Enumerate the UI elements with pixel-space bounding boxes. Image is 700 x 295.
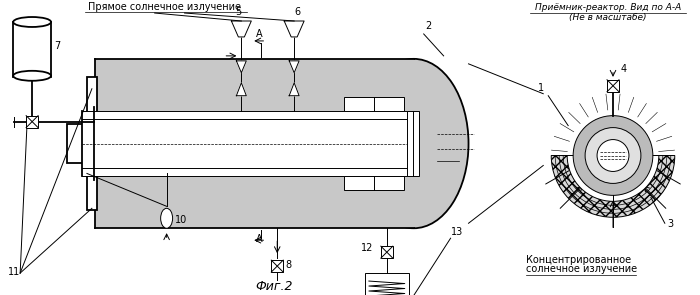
Bar — [82, 111, 414, 176]
Circle shape — [597, 140, 629, 171]
Text: Прямое солнечное излучение: Прямое солнечное излучение — [88, 2, 241, 12]
Polygon shape — [237, 61, 246, 73]
Ellipse shape — [160, 208, 173, 228]
Text: Фиг.2: Фиг.2 — [256, 280, 293, 293]
Text: 11: 11 — [8, 267, 20, 277]
Bar — [365, 273, 409, 295]
Ellipse shape — [13, 17, 51, 27]
Bar — [67, 124, 87, 163]
Polygon shape — [289, 61, 299, 73]
Bar — [344, 97, 404, 111]
Bar — [13, 22, 51, 77]
Text: 5: 5 — [235, 7, 241, 17]
Text: Приёмник-реактор. Вид по А-А: Приёмник-реактор. Вид по А-А — [535, 3, 681, 12]
Bar — [26, 116, 38, 128]
Text: 3: 3 — [668, 219, 674, 229]
Text: 12: 12 — [360, 243, 373, 253]
Ellipse shape — [359, 59, 468, 228]
Polygon shape — [237, 83, 246, 96]
Bar — [95, 59, 414, 228]
Text: солнечное излучение: солнечное излучение — [526, 264, 638, 274]
Bar — [407, 111, 419, 176]
Text: Концентрированное: Концентрированное — [526, 255, 631, 265]
Bar — [381, 246, 393, 258]
Text: 10: 10 — [174, 215, 187, 225]
Wedge shape — [567, 155, 659, 201]
Bar — [87, 77, 97, 210]
Text: А: А — [256, 234, 262, 244]
Circle shape — [573, 116, 653, 195]
Bar — [607, 80, 619, 92]
Text: 8: 8 — [285, 260, 291, 270]
Text: (Не в масштабе): (Не в масштабе) — [569, 13, 647, 22]
Text: 2: 2 — [426, 21, 432, 31]
Text: 13: 13 — [451, 227, 463, 237]
Ellipse shape — [13, 71, 51, 81]
Bar — [344, 176, 404, 190]
Text: 6: 6 — [294, 7, 300, 17]
Text: 4: 4 — [621, 64, 627, 74]
Polygon shape — [284, 21, 304, 37]
Text: 7: 7 — [54, 41, 60, 51]
Circle shape — [585, 128, 641, 183]
Polygon shape — [289, 83, 299, 96]
Bar — [271, 260, 284, 272]
Text: 1: 1 — [538, 83, 545, 93]
Polygon shape — [232, 21, 251, 37]
Wedge shape — [551, 155, 675, 217]
Text: А: А — [256, 29, 262, 39]
